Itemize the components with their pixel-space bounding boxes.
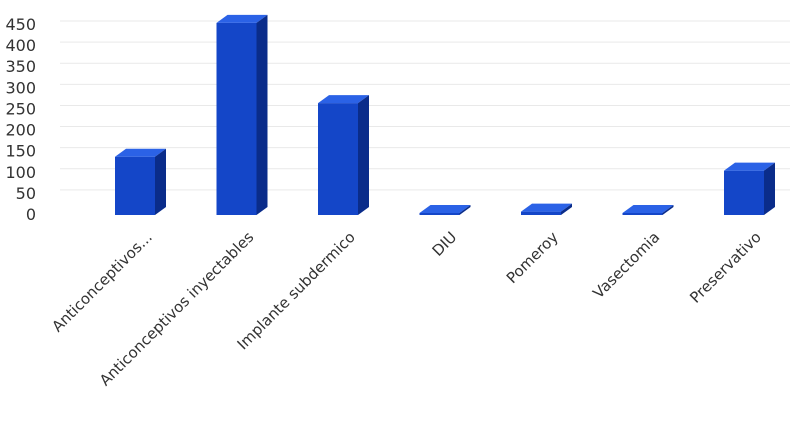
- y-tick-label: 50: [16, 184, 36, 203]
- x-category-label: Preservativo: [686, 228, 765, 307]
- bar-top: [724, 162, 775, 171]
- bar: [216, 14, 268, 216]
- bar-top: [622, 205, 674, 213]
- bar-side: [358, 95, 369, 215]
- bar: [318, 95, 369, 215]
- bar-side: [155, 148, 166, 215]
- y-tick-label: 150: [5, 142, 36, 161]
- bar-front: [724, 170, 764, 215]
- bar-top: [115, 148, 166, 157]
- y-tick-label: 100: [5, 163, 36, 182]
- bar-side: [256, 14, 268, 216]
- bar: [622, 205, 674, 215]
- bar-side: [561, 203, 572, 215]
- bar-top: [521, 203, 572, 212]
- bar: [419, 205, 471, 215]
- y-tick-label: 400: [5, 36, 36, 55]
- bar-top: [419, 205, 471, 213]
- y-tick-label: 200: [5, 121, 36, 140]
- bar-front: [216, 22, 257, 216]
- x-category-label: Pomeroy: [503, 228, 562, 287]
- gridlines: [60, 20, 790, 191]
- x-category-label: Anticonceptivos...: [48, 228, 155, 335]
- y-tick-label: 0: [26, 205, 36, 224]
- bar-side: [662, 205, 674, 215]
- x-category-label: Implante subdermico: [234, 228, 359, 353]
- bar: [521, 203, 572, 215]
- y-tick-label: 300: [5, 78, 36, 97]
- bar-front: [115, 156, 155, 215]
- bar-top: [318, 95, 369, 104]
- bar-front: [419, 213, 460, 215]
- bar-front: [521, 211, 561, 215]
- x-category-label: Vasectomia: [589, 228, 663, 302]
- y-tick-label: 450: [5, 15, 36, 34]
- y-tick-label: 250: [5, 99, 36, 118]
- bar-side: [459, 205, 471, 215]
- bar: [115, 148, 166, 215]
- bars: [115, 14, 775, 216]
- x-category-label: DIU: [429, 228, 461, 260]
- bar-side: [764, 162, 775, 215]
- bar: [724, 162, 775, 215]
- bar-top: [216, 14, 268, 23]
- bar-front: [622, 213, 663, 215]
- y-tick-label: 350: [5, 57, 36, 76]
- bar-front: [318, 103, 358, 215]
- y-axis-ticks: 0 50 100 150 200 250 300 350 400 450: [5, 15, 36, 224]
- x-axis-labels: Anticonceptivos...Anticonceptivos inyect…: [48, 228, 764, 390]
